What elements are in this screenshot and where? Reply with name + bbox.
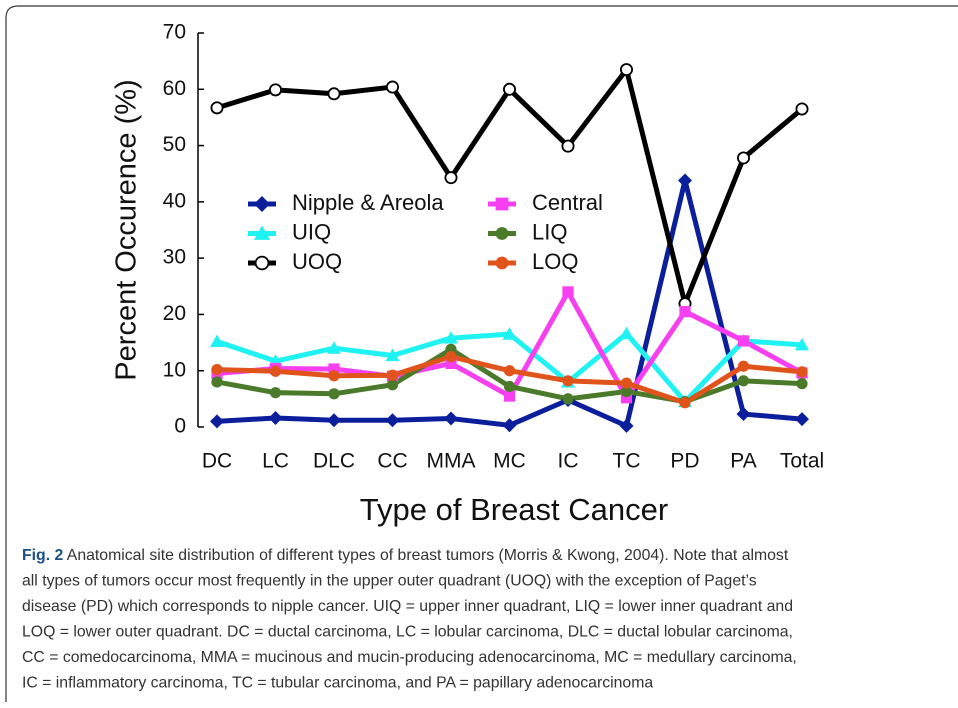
caption-text: Anatomical site distribution of differen…	[67, 547, 789, 564]
marker	[562, 393, 574, 405]
x-tick-label: MC	[493, 450, 526, 473]
marker	[678, 173, 692, 188]
marker	[620, 392, 633, 404]
y-tick-label: 40	[163, 189, 186, 212]
marker	[327, 341, 341, 354]
marker	[495, 256, 509, 270]
marker	[445, 351, 457, 363]
legend-label: LOQ	[532, 249, 578, 274]
marker	[269, 387, 282, 399]
marker	[795, 412, 809, 427]
caption-text: LOQ = lower outer quadrant. DC = ductal …	[22, 624, 793, 641]
marker	[444, 331, 458, 344]
marker	[736, 407, 751, 422]
marker	[328, 363, 340, 375]
marker	[737, 360, 750, 372]
marker	[796, 378, 808, 390]
marker	[502, 418, 517, 433]
marker	[385, 80, 399, 94]
y-tick-label: 0	[174, 415, 186, 438]
x-tick-label: DC	[202, 450, 232, 473]
caption-text: CC = comedocarcinoma, MMA = mucinous and…	[22, 649, 797, 666]
frame	[5, 5, 958, 702]
marker	[328, 370, 340, 382]
y-tick-label: 30	[163, 246, 186, 269]
x-tick-label: CC	[377, 450, 407, 473]
marker	[327, 87, 341, 101]
caption-label: Fig. 2	[22, 547, 63, 564]
caption-text: disease (PD) which corresponds to nipple…	[22, 598, 793, 615]
marker	[444, 411, 458, 426]
marker	[327, 413, 341, 428]
y-tick-label: 70	[163, 21, 186, 44]
marker	[562, 375, 574, 387]
marker	[620, 377, 633, 389]
x-tick-label: PD	[670, 450, 699, 473]
x-tick-label: PA	[730, 450, 756, 473]
legend-label: Nipple & Areola	[292, 190, 444, 215]
marker	[254, 225, 270, 240]
y-tick-label: 20	[163, 302, 186, 325]
marker	[445, 357, 457, 369]
marker	[619, 326, 634, 340]
marker	[620, 63, 634, 77]
marker	[679, 397, 691, 409]
marker	[620, 385, 633, 398]
y-tick-label: 50	[163, 133, 186, 156]
caption-text: IC = inflammatory carcinoma, TC = tubula…	[22, 675, 653, 692]
legend-label: Central	[532, 190, 603, 215]
legend-label: LIQ	[532, 219, 567, 244]
marker	[737, 335, 750, 347]
marker	[502, 327, 517, 340]
marker	[561, 139, 575, 153]
marker	[269, 365, 282, 377]
x-tick-label: Total	[780, 450, 824, 473]
legend-label: UOQ	[292, 249, 342, 274]
caption-text: all types of tumors occur most frequentl…	[22, 573, 757, 590]
marker	[268, 410, 283, 425]
marker	[502, 82, 516, 96]
marker	[679, 306, 691, 318]
marker	[211, 376, 223, 388]
marker	[268, 83, 282, 97]
marker	[495, 227, 509, 240]
legend-label: UIQ	[292, 219, 331, 244]
marker	[386, 379, 399, 391]
marker	[503, 390, 516, 402]
marker	[562, 286, 574, 298]
marker	[385, 413, 400, 428]
x-axis-title: Type of Breast Cancer	[360, 492, 668, 527]
marker	[795, 337, 809, 351]
x-tick-label: MMA	[427, 450, 476, 473]
marker	[444, 171, 458, 185]
marker	[495, 197, 509, 211]
marker	[796, 366, 808, 378]
marker	[210, 414, 224, 429]
marker	[503, 365, 516, 377]
x-tick-label: TC	[613, 450, 641, 473]
marker	[737, 151, 751, 165]
marker	[328, 388, 340, 400]
marker	[211, 363, 223, 376]
y-tick-label: 10	[163, 358, 186, 381]
marker	[254, 255, 270, 271]
marker	[795, 102, 809, 116]
marker	[254, 196, 270, 212]
x-tick-label: LC	[262, 450, 289, 473]
marker	[210, 101, 224, 115]
marker	[386, 369, 399, 381]
marker	[737, 375, 750, 387]
marker	[385, 348, 400, 362]
marker	[210, 334, 224, 348]
caption-line: Fig. 2 Anatomical site distribution of d…	[22, 547, 789, 564]
y-axis-title: Percent Occurence (%)	[111, 79, 143, 380]
y-tick-label: 60	[163, 77, 186, 100]
x-tick-label: IC	[558, 450, 579, 473]
x-tick-label: DLC	[313, 450, 355, 473]
marker	[619, 418, 634, 433]
marker	[503, 380, 516, 393]
